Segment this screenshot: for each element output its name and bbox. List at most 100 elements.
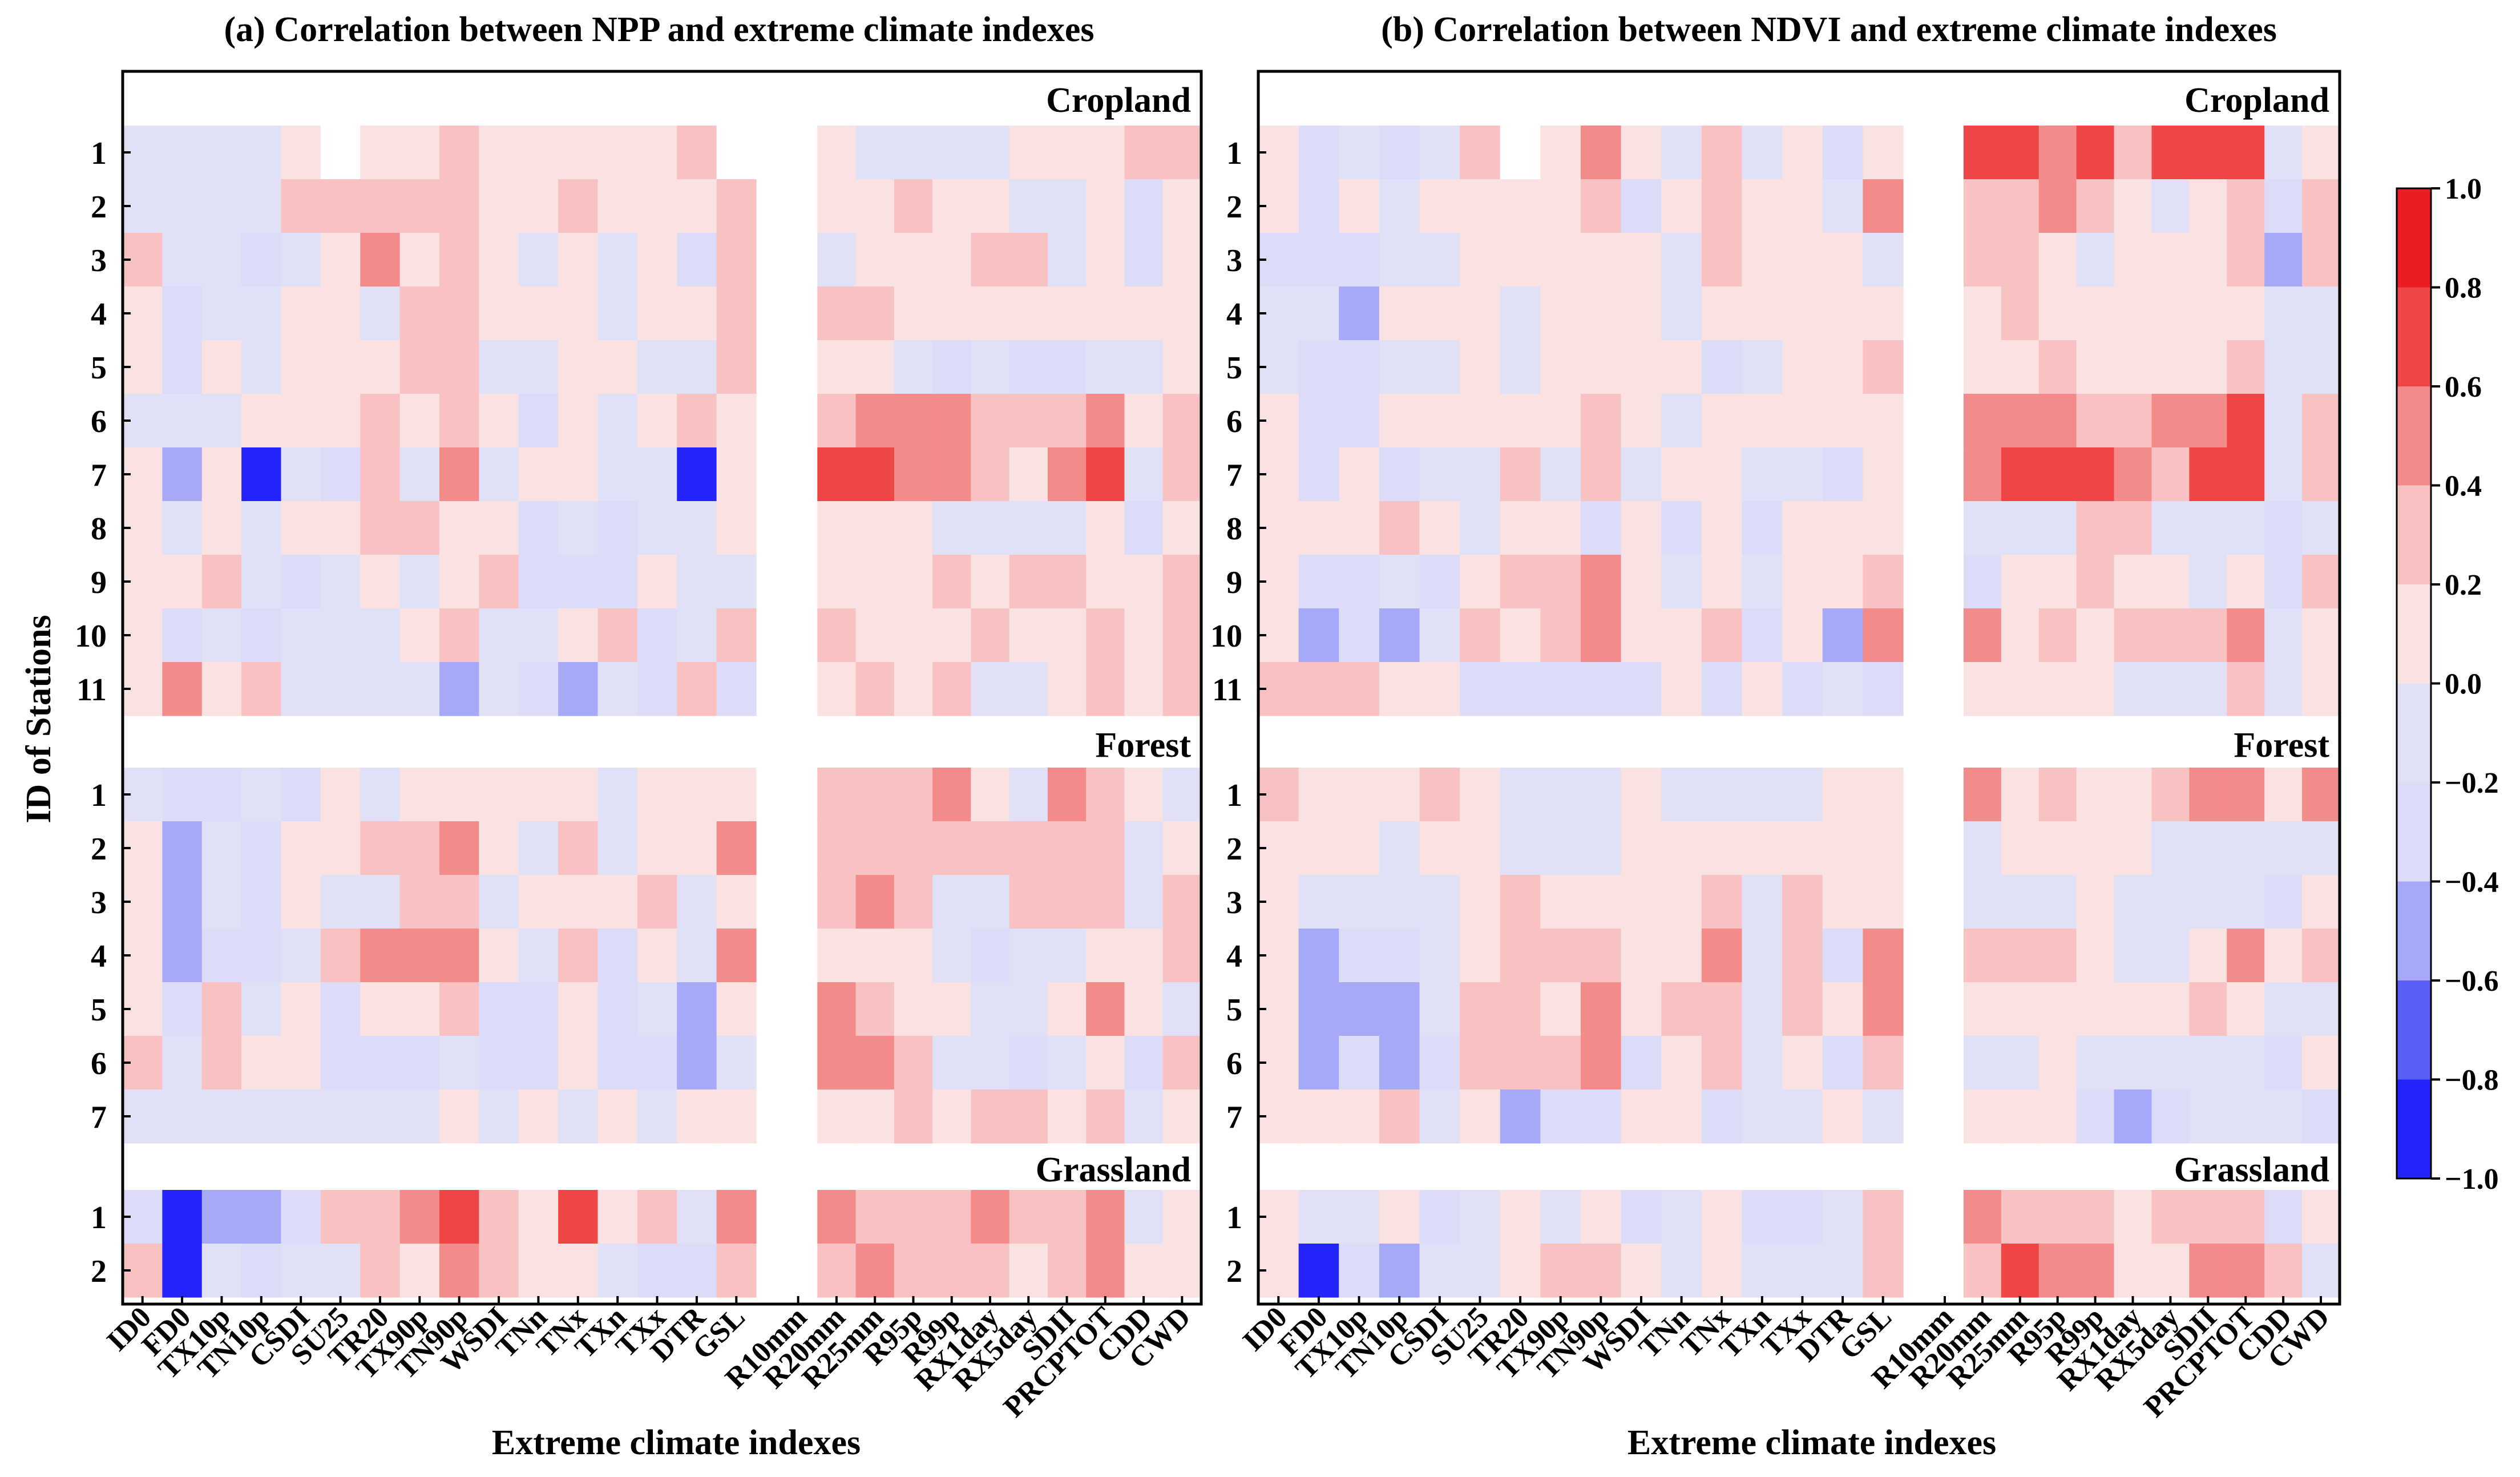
heatmap-cell [1963,126,2002,180]
heatmap-cell [518,555,559,609]
colorbar-tick-label: 0.0 [2445,668,2482,701]
heatmap-cell [2114,126,2152,180]
row-tick-label: 2 [1226,832,1242,867]
heatmap-cell [637,768,677,822]
heatmap-cell [716,875,757,929]
heatmap-cell [162,821,203,875]
heatmap-cell [1298,447,1339,502]
heatmap-cell [320,340,361,394]
heatmap-cell [1086,394,1125,448]
row-tick-label: 9 [91,565,107,600]
heatmap-cell [1162,929,1202,983]
heatmap-cell [1540,1089,1581,1144]
heatmap-cell [2189,501,2227,555]
heatmap-cell [1621,233,1662,287]
heatmap-cell [1379,501,1420,555]
heatmap-cell [2038,821,2077,875]
heatmap-cell [281,1036,321,1090]
heatmap-cell [518,821,559,875]
heatmap-cell [162,929,203,983]
heatmap-cell [597,286,638,341]
heatmap-cell [1500,821,1541,875]
heatmap-cell [1701,982,1743,1036]
heatmap-cell [1621,179,1662,233]
row-tick-label: 4 [91,297,107,332]
heatmap-cell [971,340,1010,394]
heatmap-cell [2227,179,2265,233]
heatmap-cell [932,982,971,1036]
heatmap-cell [677,233,717,287]
heatmap-cell [637,982,677,1036]
heatmap-cell [2302,126,2340,180]
heatmap-cell [399,233,440,287]
heatmap-cell [1047,555,1087,609]
heatmap-cell [241,233,282,287]
heatmap-cell [2114,608,2152,663]
heatmap-cell [201,555,242,609]
heatmap-cell [399,1036,440,1090]
heatmap-cell [2151,447,2190,502]
heatmap-cell [971,1089,1010,1144]
heatmap-cell [1298,126,1339,180]
colorbar-segment [2397,782,2431,882]
heatmap-cell [855,126,895,180]
row-tick-label: 6 [91,1046,107,1081]
heatmap-cell [932,447,971,502]
heatmap-cell [2038,1190,2077,1244]
heatmap-cell [1124,662,1164,716]
heatmap-cell [2189,821,2227,875]
heatmap-cell [2114,662,2152,716]
heatmap-cell [1086,1036,1125,1090]
heatmap-cell [716,1089,757,1144]
heatmap-cell [1581,340,1622,394]
heatmap-cell [1863,875,1904,929]
row-tick-label: 1 [91,1200,107,1236]
heatmap-cell [1500,662,1541,716]
heatmap-cell [201,447,242,502]
heatmap-cell [439,233,479,287]
heatmap-cell [637,394,677,448]
heatmap-cell [399,555,440,609]
heatmap-cell [1822,179,1863,233]
heatmap-cell [518,1036,559,1090]
heatmap-cell [2189,768,2227,822]
heatmap-cell [1124,982,1164,1036]
row-tick-label: 11 [76,672,107,708]
heatmap-cell [2227,608,2265,663]
heatmap-cell [855,394,895,448]
row-tick-label: 6 [1226,404,1242,439]
heatmap-cell [1863,286,1904,341]
heatmap-cell [201,1089,242,1144]
heatmap-cell [162,179,203,233]
heatmap-cell [1086,982,1125,1036]
heatmap-cell [1822,447,1863,502]
heatmap-cell [637,340,677,394]
heatmap-cell [1162,233,1202,287]
heatmap-cell [817,340,857,394]
heatmap-cell [1540,1244,1581,1298]
row-tick-label: 5 [1226,992,1242,1028]
heatmap-cell [1701,447,1743,502]
heatmap-cell [2302,179,2340,233]
heatmap-cell [2151,662,2190,716]
heatmap-cell [241,982,282,1036]
heatmap-cell [1460,233,1501,287]
heatmap-cell [971,768,1010,822]
heatmap-cell [558,875,599,929]
heatmap-cell [677,1089,717,1144]
heatmap-cell [1963,394,2002,448]
heatmap-cell [241,126,282,180]
heatmap-cell [1581,1190,1622,1244]
heatmap-cell [281,1190,321,1244]
heatmap-cell [716,1244,757,1298]
heatmap-cell [932,555,971,609]
heatmap-cell [1661,555,1702,609]
heatmap-cell [320,1036,361,1090]
heatmap-cell [2302,821,2340,875]
heatmap-cell [518,875,559,929]
heatmap-cell [2114,501,2152,555]
heatmap-cell [716,1190,757,1244]
heatmap-cell [1742,394,1783,448]
heatmap-cell [1419,555,1460,609]
heatmap-cell [2038,608,2077,663]
